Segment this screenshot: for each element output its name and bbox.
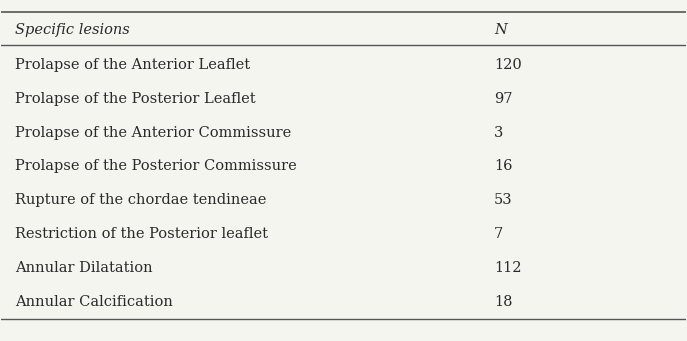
Text: 18: 18 (494, 295, 513, 309)
Text: 7: 7 (494, 227, 504, 241)
Text: 120: 120 (494, 58, 522, 72)
Text: 16: 16 (494, 160, 513, 174)
Text: Specific lesions: Specific lesions (15, 23, 130, 37)
Text: Prolapse of the Anterior Commissure: Prolapse of the Anterior Commissure (15, 125, 291, 139)
Text: Prolapse of the Anterior Leaflet: Prolapse of the Anterior Leaflet (15, 58, 250, 72)
Text: Prolapse of the Posterior Leaflet: Prolapse of the Posterior Leaflet (15, 92, 256, 106)
Text: N: N (494, 23, 507, 37)
Text: 97: 97 (494, 92, 513, 106)
Text: Annular Calcification: Annular Calcification (15, 295, 173, 309)
Text: 53: 53 (494, 193, 513, 207)
Text: Rupture of the chordae tendineae: Rupture of the chordae tendineae (15, 193, 267, 207)
Text: Annular Dilatation: Annular Dilatation (15, 261, 153, 275)
Text: Prolapse of the Posterior Commissure: Prolapse of the Posterior Commissure (15, 160, 297, 174)
Text: Restriction of the Posterior leaflet: Restriction of the Posterior leaflet (15, 227, 268, 241)
Text: 112: 112 (494, 261, 521, 275)
Text: 3: 3 (494, 125, 504, 139)
